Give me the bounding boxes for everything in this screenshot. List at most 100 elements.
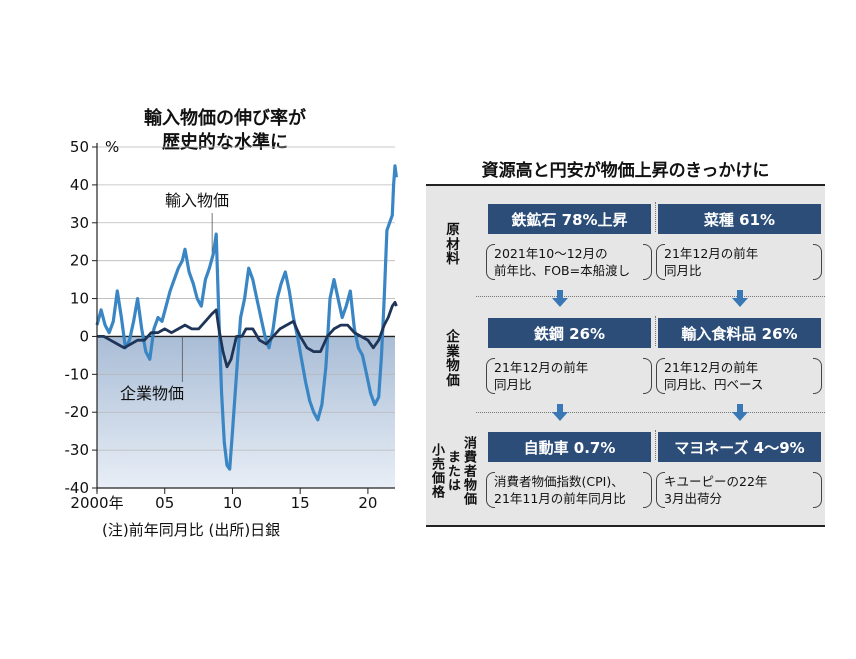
arrow-head xyxy=(731,412,748,421)
note-bracket-left xyxy=(656,472,665,508)
row-label-char: 価 xyxy=(443,372,459,388)
panel-title: 資源高と円安が物価上昇のきっかけに xyxy=(481,161,770,181)
row-label-char: 材 xyxy=(443,236,459,252)
item-note-line: 21年12月の前年 xyxy=(494,360,589,375)
item-header-bar: 自動車 0.7% xyxy=(488,432,651,462)
note-bracket-right xyxy=(813,472,822,508)
row-label-char: た xyxy=(445,464,460,478)
row-separator xyxy=(476,412,825,413)
y-tick-label: -10 xyxy=(65,365,90,383)
note-bracket-left xyxy=(656,244,665,280)
item-header-bar: 菜種 61% xyxy=(658,204,821,234)
y-tick-label: 50 xyxy=(70,138,89,156)
x-tick-label: 20 xyxy=(358,494,377,512)
chart-note: (注)前年同月比 (出所)日銀 xyxy=(102,521,280,539)
y-tick-label: 0 xyxy=(79,327,89,345)
note-bracket-right xyxy=(813,358,822,394)
y-tick-label: 40 xyxy=(70,176,89,194)
row-label-column: 小売価格 xyxy=(428,426,445,516)
row-label-char: 格 xyxy=(429,485,444,499)
y-unit-label: % xyxy=(105,138,119,156)
row-label-column: 消費者物価 xyxy=(460,426,477,516)
item-note-line: 同月比、円ベース xyxy=(664,377,764,392)
row-label-char: 料 xyxy=(443,251,459,266)
row-label-char: 価 xyxy=(429,471,444,485)
panel-box: 原材料鉄鉱石 78%上昇 2021年10～12月の 前年比、FOB=本船渡し 菜種 6… xyxy=(426,184,825,527)
line-chart: 輸入物価の伸び率が 歴史的な水準に 50 40 30 20 10 0 -10 -20 -30 -4… xyxy=(65,107,398,539)
x-tick-label: 05 xyxy=(155,494,174,512)
note-bracket-left xyxy=(486,244,495,280)
note-bracket-right xyxy=(643,244,652,280)
item-note: 21年12月の前年 同月比 xyxy=(494,359,588,393)
item-note: 21年12月の前年 同月比 xyxy=(664,245,758,279)
row-label: 原材料 xyxy=(426,196,476,292)
item-note-line: 同月比 xyxy=(494,377,532,392)
row-label-char: 企 xyxy=(443,329,459,344)
import-price-line xyxy=(95,164,398,471)
arrow-shaft xyxy=(736,290,743,298)
item-note-line: 3月出荷分 xyxy=(664,491,722,506)
x-tick-label: 15 xyxy=(291,494,310,512)
x-tick-label: 10 xyxy=(223,494,242,512)
item-note-line: キユーピーの22年 xyxy=(664,474,768,489)
row-label-char: 小 xyxy=(429,443,444,457)
chart-title-line1: 輸入物価の伸び率が xyxy=(144,107,306,129)
chart-title-line2: 歴史的な水準に xyxy=(162,131,288,153)
import-price-label: 輸入物価 xyxy=(165,191,229,210)
y-tick-label: 20 xyxy=(70,252,89,270)
row-label-char: ま xyxy=(445,450,460,464)
item-header-bar: 鉄鋼 26% xyxy=(488,318,651,348)
item-header-bar: 輸入食料品 26% xyxy=(658,318,821,348)
arrow-shaft xyxy=(556,290,563,298)
column-separator xyxy=(655,202,656,232)
row-label-char: 価 xyxy=(461,492,476,506)
row-label-char: 物 xyxy=(461,478,476,492)
item-header-bar: 鉄鉱石 78%上昇 xyxy=(488,204,651,234)
row-label: 企業物価 xyxy=(426,310,476,406)
y-tick-label: -40 xyxy=(65,479,90,497)
arrow-shaft xyxy=(556,404,563,412)
x-tick-label: 2000年 xyxy=(70,494,123,512)
y-tick-label: -30 xyxy=(65,441,90,459)
arrow-head xyxy=(731,298,748,307)
row-label-char: 原 xyxy=(443,222,459,237)
item-note: 2021年10～12月の前年比、FOB=本船渡し xyxy=(494,245,630,279)
item-note: 消費者物価指数(CPI)、 21年11月の前年同月比 xyxy=(494,473,626,507)
item-note: 21年12月の前年 同月比、円ベース xyxy=(664,359,763,393)
row-label-char: 費 xyxy=(461,450,476,464)
note-bracket-right xyxy=(643,358,652,394)
item-note-line: 21年12月の前年 xyxy=(664,360,759,375)
y-tick-label: 30 xyxy=(70,214,89,232)
item-note-line: 2021年10～12月の xyxy=(494,246,608,261)
arrow-shaft xyxy=(736,404,743,412)
row-separator xyxy=(476,296,825,297)
row-label-char: 業 xyxy=(443,343,459,359)
note-bracket-right xyxy=(813,244,822,280)
item-note-line: 21年12月の前年 xyxy=(664,246,759,261)
y-tick-label: 10 xyxy=(70,290,89,308)
column-separator xyxy=(655,316,656,346)
corporate-price-label: 企業物価 xyxy=(120,384,184,403)
note-bracket-left xyxy=(486,358,495,394)
arrow-head xyxy=(551,412,568,421)
note-bracket-right xyxy=(643,472,652,508)
row-label-char: 物 xyxy=(443,358,459,373)
item-note-line: 21年11月の前年同月比 xyxy=(494,491,626,506)
column-separator xyxy=(655,430,656,460)
row-label-char: 者 xyxy=(461,464,476,478)
item-note-line: 前年比、FOB=本船渡し xyxy=(494,263,631,278)
corporate-price-line xyxy=(97,300,398,369)
row-label-char: 消 xyxy=(461,436,476,450)
item-header-bar: マヨネーズ 4～9% xyxy=(658,432,821,462)
y-tick-label: -20 xyxy=(65,403,90,421)
causes-panel: 資源高と円安が物価上昇のきっかけに 原材料鉄鉱石 78%上昇 2021年10～12… xyxy=(426,158,825,527)
note-bracket-left xyxy=(656,358,665,394)
arrow-head xyxy=(551,298,568,307)
row-label-char: は xyxy=(445,478,460,492)
row-label-char: 売 xyxy=(429,457,444,471)
note-bracket-left xyxy=(486,472,495,508)
item-note: キユーピーの22年 3月出荷分 xyxy=(664,473,767,507)
item-note-line: 同月比 xyxy=(664,263,702,278)
row-label-column: または xyxy=(444,426,461,516)
item-note-line: 消費者物価指数(CPI)、 xyxy=(494,474,624,489)
